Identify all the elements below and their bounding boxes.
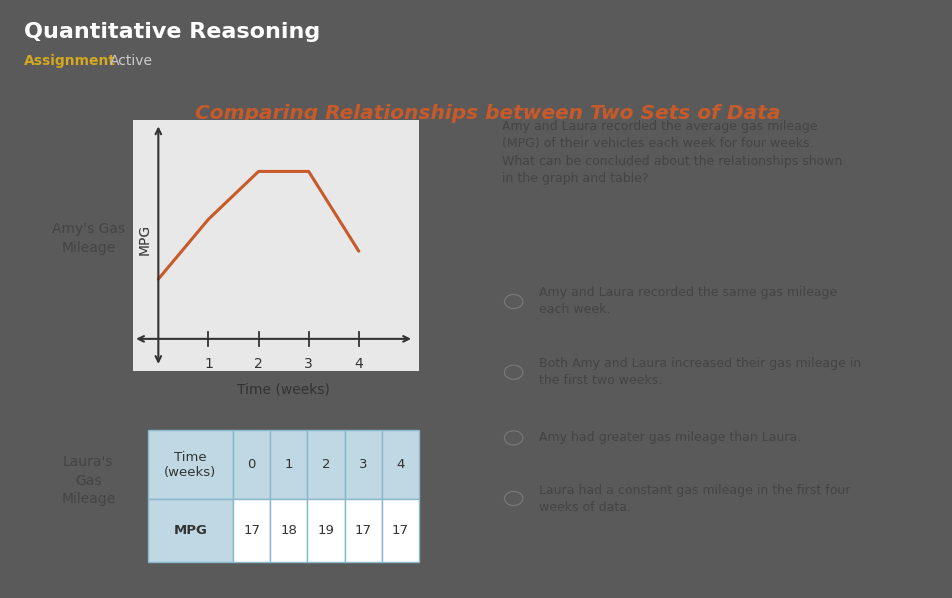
Text: Amy had greater gas mileage than Laura.: Amy had greater gas mileage than Laura. bbox=[540, 431, 802, 444]
Bar bbox=[307, 431, 345, 499]
Bar bbox=[307, 499, 345, 562]
Text: 4: 4 bbox=[396, 458, 405, 471]
Text: 17: 17 bbox=[355, 524, 371, 537]
Text: 3: 3 bbox=[305, 357, 313, 371]
Text: Quantitative Reasoning: Quantitative Reasoning bbox=[24, 22, 320, 42]
Text: Laura had a constant gas mileage in the first four
weeks of data.: Laura had a constant gas mileage in the … bbox=[540, 484, 851, 514]
Text: MPG: MPG bbox=[137, 224, 151, 255]
Text: 2: 2 bbox=[322, 458, 330, 471]
Bar bbox=[148, 431, 233, 499]
Text: Both Amy and Laura increased their gas mileage in
the first two weeks.: Both Amy and Laura increased their gas m… bbox=[540, 357, 862, 388]
Text: Assignment: Assignment bbox=[24, 54, 116, 68]
Text: Amy's Gas
Mileage: Amy's Gas Mileage bbox=[51, 222, 125, 255]
Text: Time (weeks): Time (weeks) bbox=[237, 383, 330, 396]
Text: 17: 17 bbox=[392, 524, 408, 537]
Text: 17: 17 bbox=[244, 524, 260, 537]
Bar bbox=[345, 499, 382, 562]
Bar bbox=[270, 431, 307, 499]
Text: Laura's
Gas
Mileage: Laura's Gas Mileage bbox=[61, 456, 115, 507]
Text: 2: 2 bbox=[254, 357, 263, 371]
Bar bbox=[233, 431, 270, 499]
Bar bbox=[233, 499, 270, 562]
Text: MPG: MPG bbox=[173, 524, 208, 537]
Bar bbox=[148, 499, 233, 562]
Text: 18: 18 bbox=[281, 524, 297, 537]
Text: Amy and Laura recorded the same gas mileage
each week.: Amy and Laura recorded the same gas mile… bbox=[540, 286, 838, 316]
Text: Comparing Relationships between Two Sets of Data: Comparing Relationships between Two Sets… bbox=[195, 105, 781, 123]
Bar bbox=[382, 431, 419, 499]
Text: 19: 19 bbox=[318, 524, 334, 537]
Bar bbox=[345, 431, 382, 499]
Text: 0: 0 bbox=[248, 458, 256, 471]
Bar bbox=[382, 499, 419, 562]
Text: Active: Active bbox=[109, 54, 152, 68]
Text: 4: 4 bbox=[354, 357, 363, 371]
Text: Time
(weeks): Time (weeks) bbox=[165, 451, 216, 479]
Text: 1: 1 bbox=[285, 458, 293, 471]
Text: 3: 3 bbox=[359, 458, 367, 471]
Text: Amy and Laura recorded the average gas mileage
(MPG) of their vehicles each week: Amy and Laura recorded the average gas m… bbox=[502, 120, 843, 185]
Text: 1: 1 bbox=[204, 357, 213, 371]
Bar bbox=[270, 499, 307, 562]
